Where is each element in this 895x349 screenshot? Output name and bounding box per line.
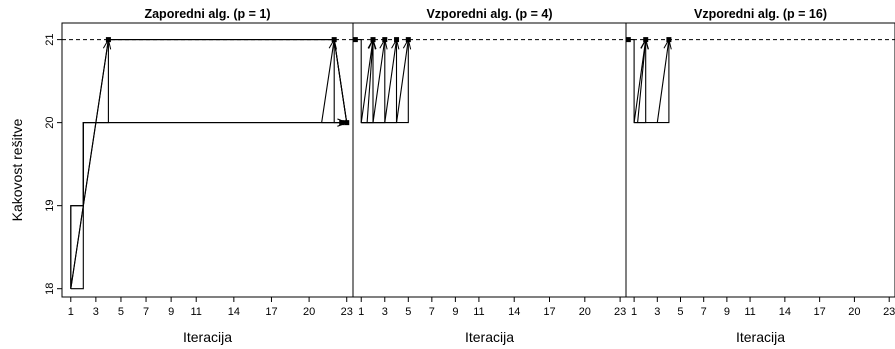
y-tick-label: 18 <box>44 283 56 295</box>
x-tick-label: 5 <box>405 306 411 318</box>
x-tick-label: 20 <box>303 306 315 318</box>
x-tick-label: 23 <box>341 306 353 318</box>
x-tick-label: 14 <box>508 306 520 318</box>
data-point <box>643 37 649 43</box>
data-point <box>105 37 111 43</box>
series-line-run-2 <box>70 39 348 290</box>
x-tick-label: 20 <box>848 306 860 318</box>
arrow-shaft <box>321 39 335 123</box>
series-line-run-1 <box>628 39 647 124</box>
x-tick-label: 9 <box>452 306 458 318</box>
x-tick-label: 1 <box>631 306 637 318</box>
y-tick-label: 19 <box>44 200 56 212</box>
x-tick-label: 7 <box>701 306 707 318</box>
x-tick-label: 1 <box>358 306 364 318</box>
data-point <box>352 37 358 43</box>
x-tick-label: 9 <box>168 306 174 318</box>
series-line-run-4 <box>361 39 409 124</box>
data-point <box>394 37 400 43</box>
arrow-shaft <box>637 39 647 123</box>
x-tick-label: 11 <box>473 306 484 318</box>
series-line-run-3 <box>70 39 348 289</box>
x-tick-label: 23 <box>614 306 626 318</box>
arrow-shaft <box>633 39 647 123</box>
panel-2: Vzporedni alg. (p = 4) 1 3 5 7 9 11 14 17 20 23 Ite… <box>352 7 627 345</box>
data-point <box>405 37 411 43</box>
y-tick-label: 20 <box>44 117 56 129</box>
x-tick-label: 17 <box>814 306 826 318</box>
panel-title: Vzporedni alg. (p = 16) <box>694 7 827 21</box>
x-tick-label: 7 <box>143 306 149 318</box>
arrow-shaft <box>372 39 386 123</box>
arrow-shaft <box>70 39 109 289</box>
x-tick-label: 3 <box>93 306 99 318</box>
data-point <box>666 37 672 43</box>
x-axis-title: Iteracija <box>465 329 514 345</box>
x-tick-label: 3 <box>382 306 388 318</box>
panel-frame <box>61 22 354 298</box>
x-axis-title: Iteracija <box>183 329 232 345</box>
data-point <box>344 120 350 126</box>
data-point <box>331 37 337 43</box>
data-point <box>625 37 631 43</box>
series-line-run-4 <box>70 39 348 289</box>
data-point <box>339 120 345 126</box>
panel-title: Zaporedni alg. (p = 1) <box>144 7 270 21</box>
arrow-shaft <box>395 39 409 123</box>
x-tick-label: 23 <box>883 306 895 318</box>
x-tick-label: 17 <box>265 306 277 318</box>
data-point <box>382 37 388 43</box>
x-tick-label: 5 <box>677 306 683 318</box>
x-tick-label: 14 <box>228 306 240 318</box>
x-tick-label: 7 <box>429 306 435 318</box>
arrow-shaft <box>360 39 374 123</box>
series-line-run-2 <box>634 39 670 124</box>
panel-3: Vzporedni alg. (p = 16) 1 3 5 7 9 11 14 17 20 23 It… <box>625 7 895 345</box>
x-tick-label: 11 <box>191 306 202 318</box>
panel-frame <box>352 22 627 298</box>
y-axis-title: Kakovost rešitve <box>9 118 25 221</box>
panel-frame <box>625 22 895 298</box>
x-tick-label: 5 <box>118 306 124 318</box>
arrow-shaft <box>366 39 374 123</box>
data-point <box>370 37 376 43</box>
arrow-shaft <box>384 39 398 123</box>
arrow-shaft <box>656 39 670 123</box>
panel-1: Zaporedni alg. (p = 1) 1 3 5 7 9 11 14 17 20 23 Ite… <box>61 7 354 345</box>
series-line-run-1 <box>70 122 347 289</box>
x-tick-label: 3 <box>654 306 660 318</box>
y-tick-label: 21 <box>44 33 56 45</box>
x-tick-label: 9 <box>724 306 730 318</box>
x-tick-label: 11 <box>744 306 755 318</box>
x-tick-label: 14 <box>779 306 791 318</box>
x-tick-label: 17 <box>543 306 555 318</box>
x-tick-label: 1 <box>68 306 74 318</box>
x-tick-label: 20 <box>579 306 591 318</box>
panel-title: Vzporedni alg. (p = 4) <box>426 7 552 21</box>
x-axis-title: Iteracija <box>736 329 785 345</box>
